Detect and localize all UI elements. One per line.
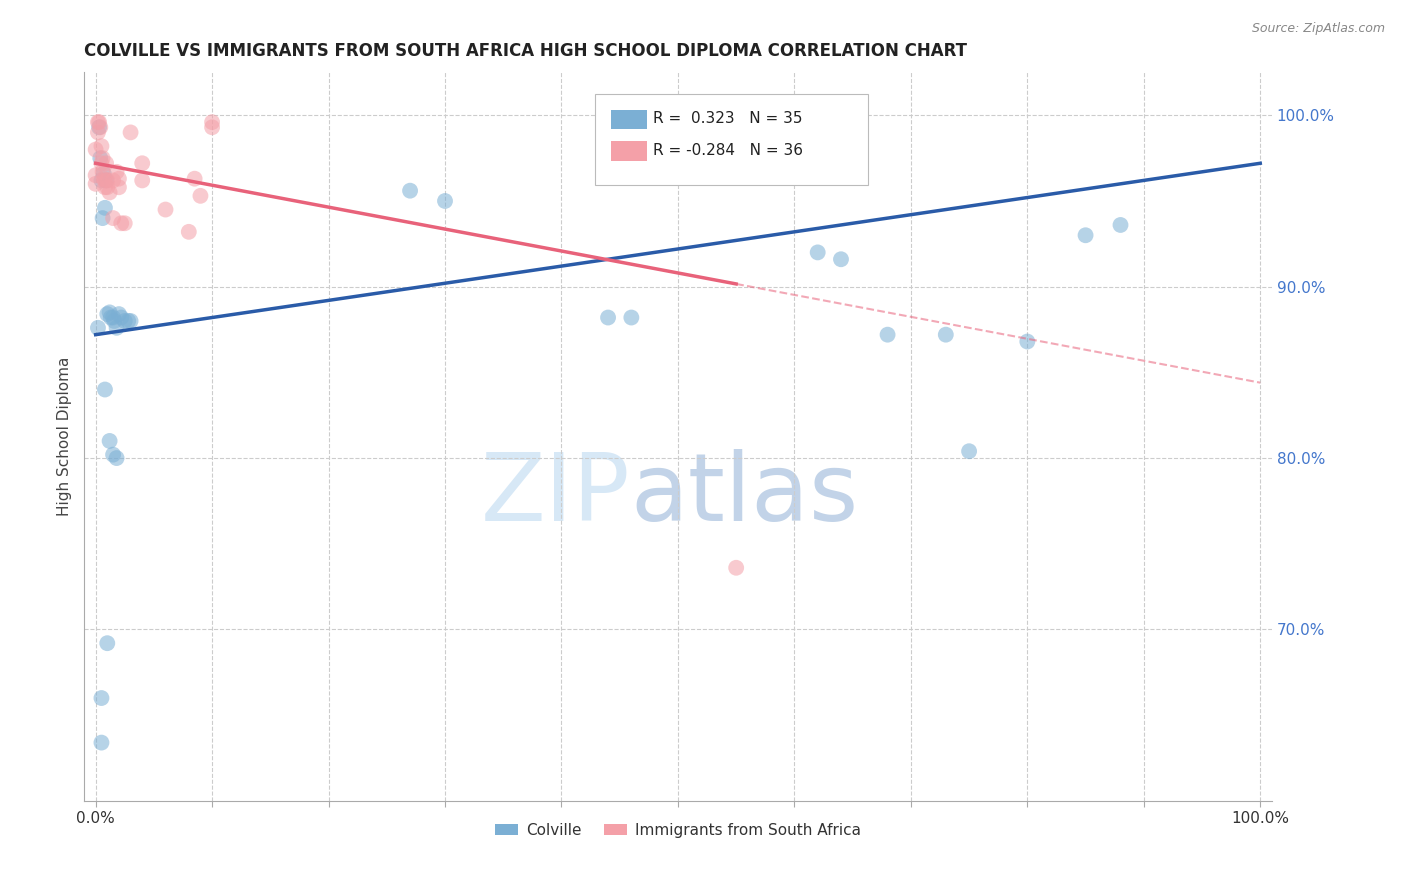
Point <box>399 184 422 198</box>
Point <box>830 252 852 267</box>
Text: R =  0.323   N = 35: R = 0.323 N = 35 <box>652 111 803 126</box>
Point <box>98 186 121 200</box>
Point <box>183 171 205 186</box>
Point <box>110 216 132 230</box>
Point <box>96 636 118 650</box>
Text: atlas: atlas <box>630 449 859 541</box>
Point <box>84 143 107 157</box>
Point <box>94 383 117 397</box>
Text: R = -0.284   N = 36: R = -0.284 N = 36 <box>652 143 803 158</box>
Point <box>90 173 112 187</box>
Point <box>103 314 125 328</box>
Point <box>90 139 112 153</box>
Point <box>105 165 128 179</box>
Point <box>725 561 748 575</box>
FancyBboxPatch shape <box>612 141 647 161</box>
FancyBboxPatch shape <box>612 110 647 129</box>
Point <box>1017 334 1039 349</box>
Point <box>96 307 118 321</box>
Point <box>94 201 117 215</box>
Point <box>201 120 224 135</box>
Point <box>87 125 110 139</box>
Point <box>94 173 117 187</box>
Point <box>91 165 114 179</box>
Point <box>87 321 110 335</box>
Point <box>98 434 121 448</box>
Point <box>114 314 136 328</box>
Point <box>90 736 112 750</box>
Text: ZIP: ZIP <box>481 449 630 541</box>
Point <box>876 327 898 342</box>
Point <box>94 156 117 170</box>
FancyBboxPatch shape <box>595 95 868 186</box>
Point <box>935 327 957 342</box>
Point <box>89 120 111 135</box>
Point <box>190 189 212 203</box>
Point <box>120 125 142 139</box>
Point <box>201 115 224 129</box>
Point <box>90 691 112 706</box>
Point <box>84 168 107 182</box>
Point <box>96 180 118 194</box>
Point <box>100 310 122 325</box>
Point <box>131 156 153 170</box>
Point <box>807 245 830 260</box>
Legend: Colville, Immigrants from South Africa: Colville, Immigrants from South Africa <box>489 817 868 844</box>
Point <box>91 211 114 226</box>
Point <box>110 310 132 325</box>
Point <box>596 310 619 325</box>
Text: Source: ZipAtlas.com: Source: ZipAtlas.com <box>1251 22 1385 36</box>
Point <box>155 202 177 217</box>
Y-axis label: High School Diploma: High School Diploma <box>58 357 72 516</box>
Point <box>108 307 131 321</box>
Point <box>90 156 112 170</box>
Point <box>101 310 124 325</box>
Point <box>96 173 118 187</box>
Point <box>1109 218 1132 232</box>
Point <box>434 194 457 208</box>
Point <box>114 216 136 230</box>
Point <box>101 211 124 226</box>
Point <box>120 314 142 328</box>
Point <box>131 173 153 187</box>
Point <box>177 225 200 239</box>
Point <box>957 444 980 458</box>
Point <box>94 173 117 187</box>
Point <box>84 177 107 191</box>
Point <box>89 120 111 135</box>
Point <box>105 451 128 466</box>
Point <box>98 305 121 319</box>
Point <box>93 167 115 181</box>
Point <box>87 115 110 129</box>
Point <box>108 171 131 186</box>
Point <box>620 310 643 325</box>
Point <box>101 448 124 462</box>
Text: COLVILLE VS IMMIGRANTS FROM SOUTH AFRICA HIGH SCHOOL DIPLOMA CORRELATION CHART: COLVILLE VS IMMIGRANTS FROM SOUTH AFRICA… <box>84 42 967 60</box>
Point <box>108 180 131 194</box>
Point <box>101 173 124 187</box>
Point <box>91 151 114 165</box>
Point <box>1074 228 1097 243</box>
Point <box>89 151 111 165</box>
Point <box>89 115 111 129</box>
Point <box>105 321 128 335</box>
Point <box>117 314 139 328</box>
Point <box>93 171 115 186</box>
Point <box>94 180 117 194</box>
